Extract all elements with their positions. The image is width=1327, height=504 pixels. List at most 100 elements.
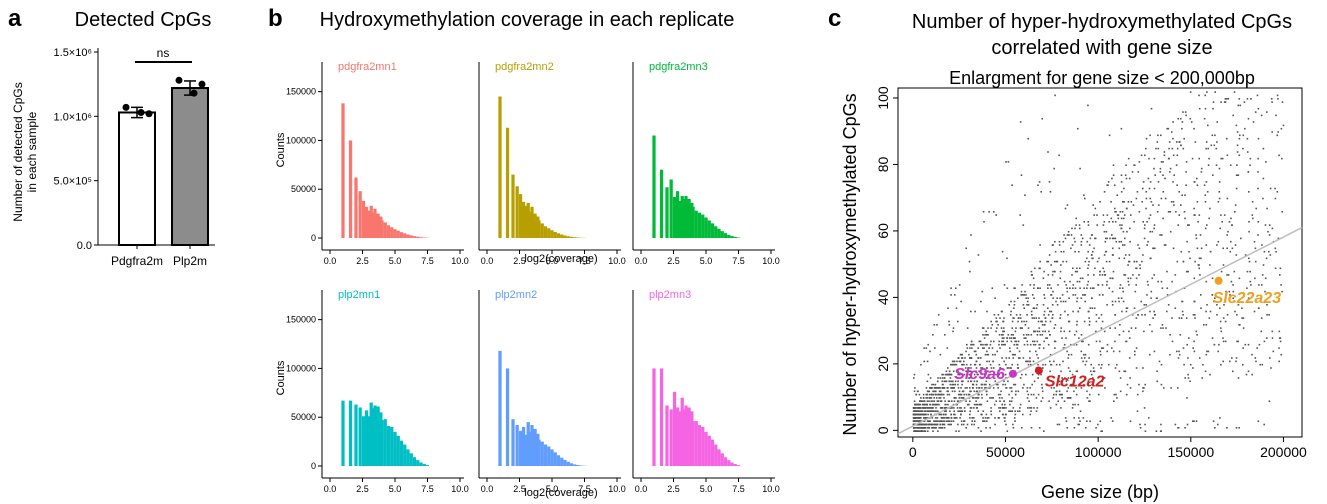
gene-point [1184, 427, 1186, 429]
gene-point [1075, 343, 1078, 346]
gene-point [1034, 343, 1037, 346]
gene-point [1150, 290, 1153, 293]
gene-point [946, 347, 949, 349]
gene-point [1277, 237, 1280, 240]
gene-point [1078, 423, 1080, 426]
gene-point [977, 410, 979, 412]
gene-point [1138, 383, 1140, 386]
gene-point [1161, 234, 1163, 236]
gene-point [1066, 287, 1068, 289]
gene-point [1083, 357, 1086, 359]
gene-point [1031, 317, 1034, 319]
x-tick-label: 5.0 [389, 484, 402, 494]
gene-point [983, 337, 986, 339]
gene-point [930, 397, 933, 399]
gene-point [1204, 227, 1207, 230]
panel-c-subtitle: Enlargment for gene size < 200,000bp [949, 68, 1255, 88]
histogram-bar [707, 435, 711, 466]
gene-point [1070, 234, 1073, 236]
histogram-bar [371, 408, 375, 466]
gene-point [926, 380, 929, 383]
gene-point [1017, 410, 1019, 412]
gene-point [1059, 317, 1061, 319]
gene-point [1052, 270, 1054, 273]
gene-point [1065, 284, 1067, 286]
gene-point [1187, 357, 1189, 359]
gene-point [997, 373, 999, 376]
gene-point [1026, 360, 1028, 363]
gene-point [1064, 237, 1067, 240]
gene-point [1117, 217, 1120, 220]
y-tick-label: 1.5×10⁶ [54, 47, 92, 59]
gene-point [1275, 250, 1277, 253]
gene-point [937, 420, 939, 422]
histogram-bar [543, 226, 548, 238]
gene-point [1006, 337, 1009, 339]
gene-point [1123, 201, 1125, 203]
gene-point [1074, 294, 1077, 296]
gene-point [943, 387, 946, 389]
gene-point [1013, 300, 1016, 303]
gene-point [919, 407, 922, 409]
gene-point [1013, 337, 1015, 339]
gene-point [940, 420, 943, 422]
gene-point [1115, 393, 1117, 396]
gene-point [980, 403, 983, 406]
gene-point [975, 360, 978, 363]
gene-point [1045, 320, 1047, 323]
gene-point [1142, 187, 1144, 190]
x-tick-label: 5.0 [546, 484, 559, 494]
gene-point [960, 423, 963, 426]
gene-point [1242, 363, 1244, 366]
gene-point [983, 383, 986, 386]
gene-point [982, 377, 984, 379]
gene-point [1218, 181, 1221, 183]
gene-point [1088, 244, 1091, 246]
gene-point [977, 254, 980, 256]
gene-point [1232, 290, 1235, 293]
gene-point [1066, 390, 1068, 393]
gene-point [995, 383, 998, 386]
gene-point [1042, 304, 1045, 306]
gene-point [943, 413, 945, 416]
gene-point [1009, 403, 1011, 406]
gene-point [1245, 373, 1248, 376]
gene-point [1003, 380, 1005, 383]
gene-point [937, 377, 939, 379]
gene-point [1076, 267, 1078, 270]
gene-point [1081, 277, 1084, 280]
gene-point [926, 417, 928, 419]
gene-point [1188, 250, 1190, 253]
gene-point [1222, 264, 1225, 266]
gene-point [966, 403, 969, 406]
gene-point [1080, 240, 1083, 243]
x-tick-label: 150000 [1167, 444, 1214, 460]
gene-point [1275, 114, 1277, 117]
gene-point [957, 380, 959, 383]
gene-point [951, 360, 954, 363]
gene-point [1009, 337, 1011, 339]
gene-point [1019, 327, 1022, 329]
gene-point [1242, 317, 1245, 319]
gene-point [961, 353, 963, 356]
gene-point [1013, 304, 1016, 306]
gene-point [1167, 304, 1170, 306]
gene-point [1056, 297, 1058, 299]
gene-point [1221, 157, 1224, 160]
gene-point [948, 393, 951, 396]
x-tick-label: 0.0 [635, 484, 648, 494]
gene-point [1093, 274, 1095, 276]
gene-point [1177, 117, 1179, 120]
histogram-bar [547, 228, 551, 238]
gene-point [1180, 317, 1183, 319]
gene-point [913, 410, 916, 412]
gene-point [969, 410, 971, 412]
gene-point [982, 417, 984, 419]
gene-point [938, 413, 940, 416]
gene-point [1069, 397, 1071, 399]
gene-point [1124, 237, 1126, 240]
gene-point [994, 403, 996, 406]
gene-point [921, 403, 924, 406]
gene-point [1280, 353, 1282, 356]
gene-point [916, 417, 919, 419]
